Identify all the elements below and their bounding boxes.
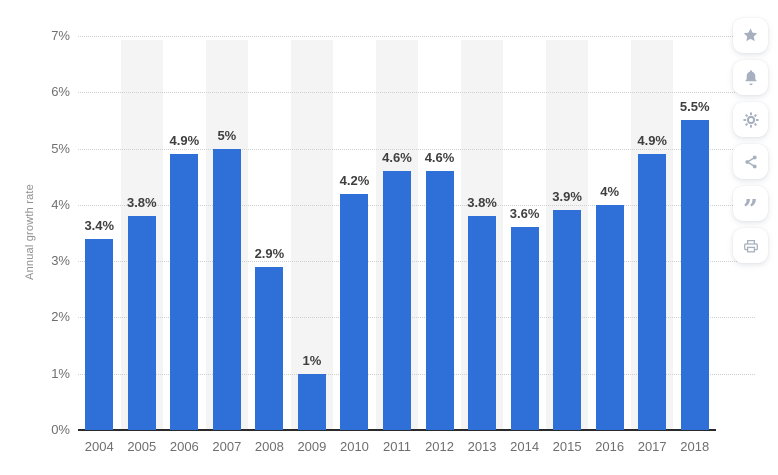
x-axis-label: 2016	[595, 439, 625, 454]
quote-icon: ”	[743, 194, 758, 225]
favorite-button[interactable]	[733, 18, 768, 53]
grid-line	[78, 92, 755, 94]
grid-line	[78, 148, 755, 150]
grid-line	[78, 204, 755, 206]
notification-button[interactable]	[733, 60, 768, 95]
bar[interactable]	[340, 193, 369, 430]
x-axis-label: 2014	[510, 439, 540, 454]
x-axis-label: 2007	[212, 439, 242, 454]
x-axis-label: 2011	[383, 439, 411, 454]
bar[interactable]	[170, 154, 199, 430]
bar-value-label: 5.5%	[679, 99, 710, 115]
y-tick-label: 1%	[51, 365, 70, 381]
share-button[interactable]	[733, 144, 768, 179]
x-axis-label: 2015	[552, 439, 582, 454]
x-axis-label: 2006	[169, 439, 199, 454]
bar-value-label: 4.9%	[169, 133, 200, 149]
grid-line	[78, 261, 755, 263]
bar-chart: Annual growth rate 0% 1% 2% 3% 4% 5% 6% 7% 3.4% 2…	[24, 28, 755, 454]
citation-button[interactable]: ”	[733, 186, 768, 225]
grid-line	[78, 317, 755, 319]
grid-line	[78, 36, 755, 37]
y-tick-label: 0%	[51, 422, 70, 437]
bell-icon	[743, 69, 759, 86]
bar[interactable]	[127, 216, 156, 430]
bar-value-label: 3.8%	[467, 195, 497, 211]
bar[interactable]	[255, 266, 284, 430]
chart-action-toolbar: ”	[733, 18, 768, 263]
bar-value-label: 3.9%	[552, 189, 582, 205]
bar[interactable]	[510, 227, 539, 430]
bar[interactable]	[383, 171, 411, 430]
star-icon	[742, 27, 759, 44]
print-icon	[743, 238, 759, 254]
bar[interactable]	[212, 148, 241, 430]
bar[interactable]	[553, 210, 582, 430]
y-tick-label: 4%	[51, 196, 70, 212]
bg-stripe	[290, 40, 334, 430]
x-axis-label: 2013	[467, 439, 497, 454]
bar[interactable]	[297, 373, 326, 430]
x-axis-label: 2005	[127, 439, 157, 454]
x-axis-label: 2009	[297, 439, 327, 454]
bar[interactable]	[425, 171, 454, 430]
bar-value-label: 1%	[302, 352, 322, 368]
bar[interactable]	[638, 154, 667, 430]
x-axis-label: 2017	[637, 439, 667, 454]
bar-value-label: 3.6%	[509, 206, 540, 222]
x-axis-label: 2004	[84, 439, 114, 454]
x-axis-label: 2008	[254, 439, 284, 454]
bar-value-label: 3.8%	[126, 195, 157, 211]
x-axis-label: 2010	[339, 439, 369, 454]
bar-value-label: 4.9%	[637, 133, 667, 149]
y-tick-label: 6%	[51, 84, 70, 100]
y-axis-title: Annual growth rate	[24, 184, 36, 280]
bar-value-label: 4%	[600, 183, 620, 199]
y-tick-label: 3%	[51, 253, 70, 269]
bar-value-label: 5%	[217, 127, 237, 143]
y-tick-label: 2%	[51, 309, 70, 325]
grid-line	[78, 373, 755, 375]
bar-value-label: 4.2%	[339, 172, 370, 188]
bar[interactable]	[680, 120, 709, 430]
settings-button[interactable]	[733, 102, 768, 137]
bar-value-label: 2.9%	[254, 245, 285, 261]
bar[interactable]	[595, 204, 624, 430]
bar[interactable]	[468, 216, 497, 430]
bar[interactable]	[85, 238, 114, 430]
x-axis-label: 2018	[680, 439, 710, 454]
bar-value-label: 4.6%	[424, 150, 455, 166]
print-button[interactable]	[733, 228, 768, 263]
bar-value-label: 3.4%	[84, 217, 115, 233]
y-tick-label: 5%	[51, 140, 70, 156]
x-axis-line	[78, 429, 716, 431]
x-axis-label: 2012	[425, 439, 454, 454]
share-icon	[743, 154, 759, 170]
bar-value-label: 4.6%	[382, 150, 412, 166]
gear-icon	[742, 111, 759, 128]
y-tick-label: 7%	[51, 28, 70, 43]
